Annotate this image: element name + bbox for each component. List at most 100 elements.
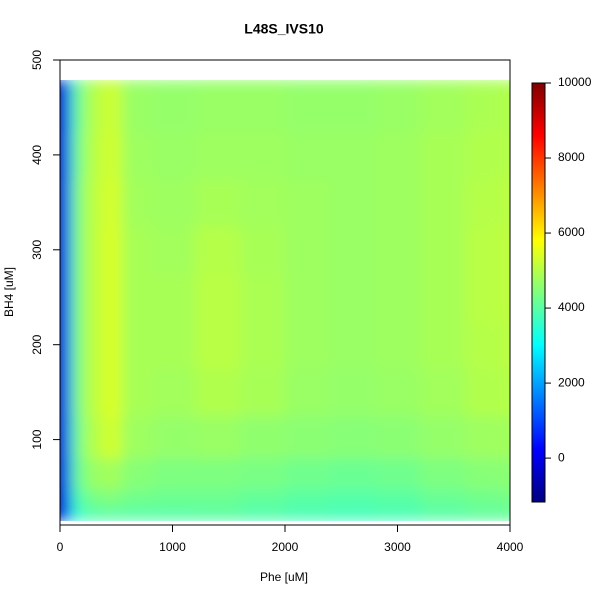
contour-cell xyxy=(62,415,72,460)
contour-cell xyxy=(375,273,421,322)
contour-cell xyxy=(465,508,500,521)
contour-cell xyxy=(375,489,421,509)
contour-cell xyxy=(285,131,331,180)
contour-cell xyxy=(498,368,510,417)
contour-cell xyxy=(285,489,331,509)
contour-cell xyxy=(375,80,421,85)
contour-cell xyxy=(465,320,500,369)
contour-cell xyxy=(85,178,103,227)
contour-cell xyxy=(420,226,466,275)
contour-cell xyxy=(498,83,510,132)
contour-cell xyxy=(62,80,72,85)
contour-cell xyxy=(420,80,466,85)
contour-cell xyxy=(195,178,241,227)
contour-cell xyxy=(330,508,376,521)
contour-cell xyxy=(60,508,64,521)
y-tick-label: 200 xyxy=(30,334,44,354)
contour-cell xyxy=(71,489,86,509)
contour-cell xyxy=(60,83,64,132)
contour-cell xyxy=(420,83,466,132)
contour-cell xyxy=(375,83,421,132)
contour-cell xyxy=(498,226,510,275)
contour-cell xyxy=(375,131,421,180)
contour-cell xyxy=(465,131,500,180)
contour-cell xyxy=(375,320,421,369)
contour-cell xyxy=(71,273,86,322)
contour-cell xyxy=(60,131,64,180)
contour-cell xyxy=(152,178,196,227)
contour-cell xyxy=(102,368,123,417)
contour-cell xyxy=(152,458,196,490)
contour-cell xyxy=(375,178,421,227)
contour-cell xyxy=(62,83,72,132)
contour-cell xyxy=(102,489,123,509)
x-axis-label: Phe [uM] xyxy=(260,570,308,584)
y-tick-label: 100 xyxy=(30,429,44,449)
contour-cell xyxy=(102,458,123,490)
contour-cell xyxy=(62,489,72,509)
contour-cell xyxy=(62,226,72,275)
contour-cell xyxy=(465,489,500,509)
contour-cell xyxy=(330,80,376,85)
contour-cell xyxy=(152,368,196,417)
contour-cell xyxy=(285,415,331,460)
contour-cell xyxy=(71,80,86,85)
contour-cell xyxy=(420,320,466,369)
contour-cell xyxy=(62,368,72,417)
contour-cell xyxy=(71,178,86,227)
contour-cell xyxy=(62,320,72,369)
contour-cell xyxy=(240,226,286,275)
contour-cell xyxy=(121,131,154,180)
colorbar-tick-label: 8000 xyxy=(558,150,585,164)
contour-cell xyxy=(85,368,103,417)
contour-cell xyxy=(285,83,331,132)
contour-cell xyxy=(420,458,466,490)
contour-cell xyxy=(195,273,241,322)
contour-cell xyxy=(102,178,123,227)
contour-cell xyxy=(240,320,286,369)
contour-cell xyxy=(102,83,123,132)
colorbar-tick-label: 6000 xyxy=(558,225,585,239)
contour-cell xyxy=(195,83,241,132)
contour-cell xyxy=(330,273,376,322)
contour-cell xyxy=(285,178,331,227)
contour-cell xyxy=(121,368,154,417)
contour-cell xyxy=(62,508,72,521)
contour-cell xyxy=(102,415,123,460)
contour-cell xyxy=(420,131,466,180)
contour-cell xyxy=(152,83,196,132)
contour-cell xyxy=(240,368,286,417)
contour-cell xyxy=(85,131,103,180)
contour-cell xyxy=(152,131,196,180)
contour-cell xyxy=(71,415,86,460)
contour-cell xyxy=(465,368,500,417)
contour-cell xyxy=(71,458,86,490)
contour-cell xyxy=(85,508,103,521)
contour-cell xyxy=(62,131,72,180)
contour-cell xyxy=(240,489,286,509)
contour-cell xyxy=(62,458,72,490)
contour-cell xyxy=(152,508,196,521)
contour-cell xyxy=(285,226,331,275)
contour-cell xyxy=(240,458,286,490)
contour-cell xyxy=(60,273,64,322)
contour-cell xyxy=(152,226,196,275)
contour-cell xyxy=(195,131,241,180)
contour-cell xyxy=(375,415,421,460)
contour-cell xyxy=(71,508,86,521)
contour-cell xyxy=(420,508,466,521)
contour-cell xyxy=(420,489,466,509)
contour-cell xyxy=(375,458,421,490)
contour-cell xyxy=(465,178,500,227)
contour-cell xyxy=(330,83,376,132)
y-tick-label: 400 xyxy=(30,145,44,165)
contour-cell xyxy=(62,273,72,322)
contour-cell xyxy=(498,273,510,322)
contour-cell xyxy=(465,458,500,490)
contour-cell xyxy=(465,80,500,85)
contour-cell xyxy=(195,489,241,509)
contour-cell xyxy=(71,320,86,369)
contour-cell xyxy=(60,320,64,369)
contour-cell xyxy=(121,415,154,460)
